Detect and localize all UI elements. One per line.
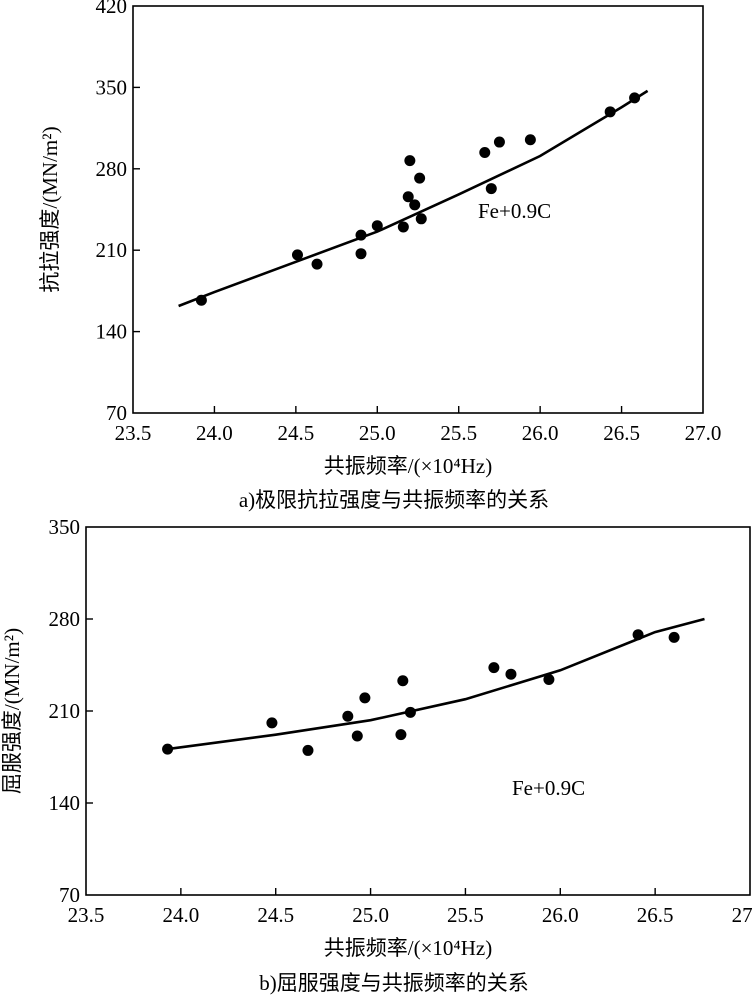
series-annotation: Fe+0.9C bbox=[478, 199, 551, 223]
data-point bbox=[291, 249, 303, 261]
data-point bbox=[493, 136, 505, 148]
y-tick-label: 420 bbox=[96, 0, 128, 18]
data-point bbox=[629, 92, 641, 104]
plot-frame bbox=[132, 5, 704, 414]
x-tick-label: 24.5 bbox=[257, 903, 294, 927]
x-tick-label: 26.5 bbox=[637, 903, 674, 927]
x-tick-label: 24.5 bbox=[277, 421, 314, 445]
x-tick-label: 23.5 bbox=[68, 903, 105, 927]
data-point bbox=[266, 717, 278, 729]
fit-curve bbox=[167, 617, 705, 751]
series-annotation: Fe+0.9C bbox=[512, 776, 585, 800]
data-point bbox=[395, 729, 407, 741]
y-tick-label: 350 bbox=[96, 75, 128, 99]
x-tick-label: 26.0 bbox=[522, 421, 559, 445]
data-point bbox=[302, 744, 314, 756]
data-point bbox=[342, 710, 354, 722]
y-tick-label: 70 bbox=[59, 883, 80, 907]
y-axis-label: 屈服强度/(MN/m²) bbox=[0, 628, 24, 794]
data-point bbox=[195, 294, 207, 306]
x-tick-label: 26.5 bbox=[603, 421, 640, 445]
x-tick-label: 25.5 bbox=[440, 421, 477, 445]
data-point bbox=[505, 668, 517, 680]
y-tick-label: 280 bbox=[96, 157, 128, 181]
data-point bbox=[351, 730, 363, 742]
x-tick-label: 25.5 bbox=[447, 903, 484, 927]
y-tick-label: 70 bbox=[106, 401, 127, 425]
x-tick-label: 27.0 bbox=[685, 421, 722, 445]
data-point bbox=[402, 191, 414, 203]
data-point bbox=[524, 134, 536, 146]
chart-panel-a: 23.5 24.0 24.5 25.0 25.5 26.0 26.5 27.0 70 140 210… bbox=[38, 0, 722, 512]
y-tick-label: 210 bbox=[96, 238, 128, 262]
x-tick-label: 24.0 bbox=[162, 903, 199, 927]
x-tick-label: 23.5 bbox=[115, 421, 152, 445]
data-point bbox=[485, 183, 497, 195]
data-point bbox=[355, 248, 367, 260]
data-point bbox=[414, 172, 426, 184]
data-point bbox=[668, 631, 680, 643]
data-point bbox=[415, 213, 427, 225]
x-tick-label: 25.0 bbox=[352, 903, 389, 927]
data-point bbox=[543, 673, 555, 685]
data-point bbox=[397, 675, 409, 687]
data-point bbox=[355, 229, 367, 241]
chart-panel-b: 23.5 24.0 24.5 25.0 25.5 26.0 26.5 27.0 70 140 210… bbox=[0, 515, 754, 995]
y-tick-label: 350 bbox=[49, 515, 81, 539]
data-point bbox=[397, 221, 409, 233]
data-point bbox=[311, 258, 323, 270]
x-tick-label: 24.0 bbox=[196, 421, 233, 445]
x-tick-label: 25.0 bbox=[359, 421, 396, 445]
x-axis-label: 共振频率/(×10⁴Hz) bbox=[324, 936, 492, 960]
data-point bbox=[404, 155, 416, 167]
x-tick-label: 26.0 bbox=[542, 903, 579, 927]
y-tick-label: 280 bbox=[49, 607, 81, 631]
data-point bbox=[359, 692, 371, 704]
data-point bbox=[488, 662, 500, 674]
y-tick-label: 140 bbox=[96, 320, 128, 344]
chart-caption: a)极限抗拉强度与共振频率的关系 bbox=[239, 488, 549, 512]
y-tick-label: 140 bbox=[49, 791, 81, 815]
y-tick-label: 210 bbox=[49, 699, 81, 723]
data-point bbox=[162, 743, 174, 755]
y-axis-label: 抗拉强度/(MN/m²) bbox=[38, 126, 62, 292]
chart-caption: b)屈服强度与共振频率的关系 bbox=[259, 971, 529, 995]
x-tick-label: 27.0 bbox=[732, 903, 754, 927]
data-point bbox=[371, 220, 383, 232]
data-point bbox=[404, 706, 416, 718]
data-point bbox=[479, 147, 491, 159]
data-point bbox=[604, 106, 616, 118]
data-point bbox=[409, 199, 421, 211]
data-point bbox=[632, 629, 644, 641]
x-axis-label: 共振频率/(×10⁴Hz) bbox=[324, 454, 492, 478]
